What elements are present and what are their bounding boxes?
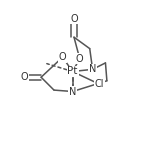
Text: O: O <box>21 72 28 82</box>
Text: N: N <box>69 87 76 97</box>
Text: O: O <box>76 54 83 64</box>
Text: O: O <box>59 52 66 62</box>
Text: N: N <box>89 64 96 74</box>
Text: O: O <box>70 14 78 24</box>
Text: Cl: Cl <box>95 79 104 89</box>
Text: Pt: Pt <box>67 66 78 77</box>
